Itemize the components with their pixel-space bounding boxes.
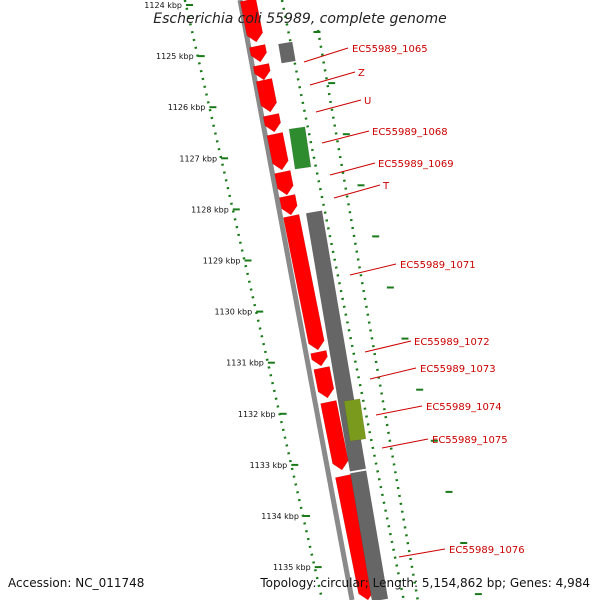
gene-label: U [364, 96, 371, 107]
map-title: Escherichia coli 55989, complete genome [153, 11, 446, 27]
gene-label: EC55989_1068 [372, 127, 448, 138]
cds-arrow [283, 214, 325, 351]
gray-feature [350, 470, 389, 600]
gene-leader-line [398, 548, 446, 558]
gene-leader-line [381, 438, 429, 449]
gene-leader-line [309, 71, 356, 86]
gray-feature [278, 41, 296, 64]
cds-arrow [249, 44, 267, 63]
gene-label: EC55989_1075 [432, 435, 508, 446]
green-feature [288, 126, 312, 170]
tick-label: 1126 kbp [168, 103, 206, 112]
topology-info: Topology: circular; Length: 5,154,862 bp… [260, 576, 590, 590]
kbp-ruler: 1124 kbp 1125 kbp 1126 kbp 1127 kbp 1128 kbp… [144, 0, 324, 600]
tick-label: 1129 kbp [203, 257, 241, 266]
gene-leader-line [329, 162, 376, 176]
outer-tick-track [280, 0, 482, 600]
tick-label: 1135 kbp [273, 563, 311, 572]
gene-leader-line [349, 263, 397, 276]
cds-arrow [320, 400, 349, 471]
tick-label: 1132 kbp [238, 410, 276, 419]
gene-leader-line [364, 340, 412, 353]
tick-label: 1128 kbp [191, 205, 229, 214]
olive-feature [343, 398, 367, 442]
cds-arrow [279, 194, 298, 216]
tick-label: 1127 kbp [179, 154, 217, 163]
gene-label: EC55989_1074 [426, 402, 502, 413]
gene-label: EC55989_1069 [378, 159, 454, 170]
tick-label: 1130 kbp [214, 308, 252, 317]
cds-arrow [266, 132, 289, 171]
genome-backbone [237, 0, 355, 600]
gene-leader-line [303, 47, 349, 63]
gene-leader-line [321, 130, 370, 144]
gene-label: EC55989_1065 [352, 44, 428, 55]
gene-label: T [382, 181, 390, 192]
gene-label: EC55989_1071 [400, 260, 476, 271]
cds-arrow [255, 78, 277, 113]
cds-arrow [310, 350, 328, 367]
accession-info: Accession: NC_011748 [8, 576, 145, 590]
cds-arrow [274, 170, 294, 196]
tick-label: 1125 kbp [156, 52, 194, 61]
backbone-line [237, 0, 355, 600]
tick-label: 1133 kbp [250, 461, 288, 470]
gene-label: EC55989_1076 [449, 545, 525, 556]
gene-leader-line [375, 405, 423, 416]
gene-label: EC55989_1073 [420, 364, 496, 375]
gene-label: Z [358, 68, 365, 79]
gene-leader-line [333, 184, 381, 199]
gene-label: EC55989_1072 [414, 337, 490, 348]
cds-arrow [313, 366, 335, 399]
gene-labels: EC55989_1065 Z U EC55989_1068 EC55989_1069 T E… [303, 44, 525, 558]
tick-label: 1131 kbp [226, 359, 264, 368]
gene-leader-line [369, 367, 417, 380]
cds-arrow [262, 113, 281, 133]
gene-leader-line [315, 99, 362, 113]
tick-label: 1124 kbp [144, 1, 182, 10]
cds-arrow [252, 63, 271, 81]
cds-arrow [239, 0, 263, 43]
tick-label: 1134 kbp [261, 512, 299, 521]
feature-track [239, 0, 389, 600]
